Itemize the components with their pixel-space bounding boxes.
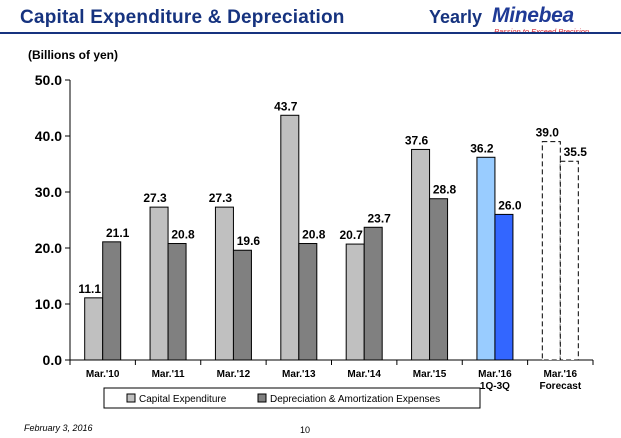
capex-bar xyxy=(84,297,104,361)
depreciation-bar xyxy=(167,243,187,361)
brand-tagline: Passion to Exceed Precision xyxy=(494,27,612,36)
capex-value-label: 39.0 xyxy=(536,126,560,140)
x-category-label: Mar.'16 xyxy=(478,369,512,380)
capex-bar xyxy=(149,206,169,361)
legend-swatch-capex xyxy=(126,393,136,403)
x-category-label: Mar.'10 xyxy=(86,369,120,380)
x-category-label: Forecast xyxy=(539,381,581,392)
depreciation-value-label: 28.8 xyxy=(433,183,457,197)
x-category-label: Mar.'15 xyxy=(413,369,447,380)
capex-bar xyxy=(476,156,496,361)
capex-value-label: 43.7 xyxy=(274,99,298,113)
capex-value-label: 27.3 xyxy=(143,191,167,205)
y-tick-label: 50.0 xyxy=(35,72,62,88)
capex-value-label: 27.3 xyxy=(209,191,233,205)
unit-label: (Billions of yen) xyxy=(28,48,118,62)
capex-value-label: 20.7 xyxy=(340,228,364,242)
depreciation-value-label: 23.7 xyxy=(368,211,392,225)
capex-bar xyxy=(541,141,561,361)
depreciation-value-label: 19.6 xyxy=(237,234,261,248)
capex-bar xyxy=(345,243,365,361)
page-number: 10 xyxy=(300,425,311,435)
brand-logo: Minebea Passion to Exceed Precision xyxy=(492,4,612,37)
depreciation-value-label: 20.8 xyxy=(302,228,326,242)
capex-bar xyxy=(214,206,234,361)
legend-label-depreciation: Depreciation & Amortization Expenses xyxy=(270,394,440,405)
footer-date: February 3, 2016 xyxy=(24,423,93,433)
depreciation-bar xyxy=(102,241,122,361)
x-category-label: Mar.'14 xyxy=(347,369,381,380)
depreciation-bar xyxy=(232,249,252,361)
depreciation-value-label: 20.8 xyxy=(171,228,195,242)
depreciation-bar xyxy=(494,213,514,361)
x-category-label: Mar.'12 xyxy=(217,369,251,380)
x-category-label: Mar.'13 xyxy=(282,369,316,380)
header-rule xyxy=(0,32,621,34)
legend-box xyxy=(103,387,481,409)
x-category-label: 1Q-3Q xyxy=(480,381,510,392)
y-tick-label: 40.0 xyxy=(35,128,62,144)
depreciation-bar xyxy=(363,226,383,361)
capex-value-label: 11.1 xyxy=(78,282,101,296)
y-tick-label: 0.0 xyxy=(43,352,63,368)
depreciation-value-label: 35.5 xyxy=(564,145,588,159)
depreciation-value-label: 26.0 xyxy=(498,198,522,212)
depreciation-value-label: 21.1 xyxy=(106,226,130,240)
period-label: Yearly xyxy=(429,7,483,27)
depreciation-bar xyxy=(559,160,579,361)
depreciation-bar xyxy=(298,243,318,361)
page-title: Capital Expenditure & Depreciation xyxy=(20,7,345,28)
legend-swatch-depreciation xyxy=(257,393,267,403)
capex-value-label: 37.6 xyxy=(405,133,429,147)
x-category-label: Mar.'11 xyxy=(152,369,185,380)
y-tick-label: 30.0 xyxy=(35,184,62,200)
capex-value-label: 36.2 xyxy=(470,141,494,155)
x-category-label: Mar.'16 xyxy=(544,369,578,380)
legend-label-capex: Capital Expenditure xyxy=(139,394,227,405)
y-tick-label: 10.0 xyxy=(35,296,62,312)
depreciation-bar xyxy=(429,198,449,361)
brand-name: Minebea xyxy=(492,4,574,27)
capex-bar xyxy=(280,114,300,361)
capex-bar xyxy=(411,148,431,361)
y-tick-label: 20.0 xyxy=(35,240,62,256)
